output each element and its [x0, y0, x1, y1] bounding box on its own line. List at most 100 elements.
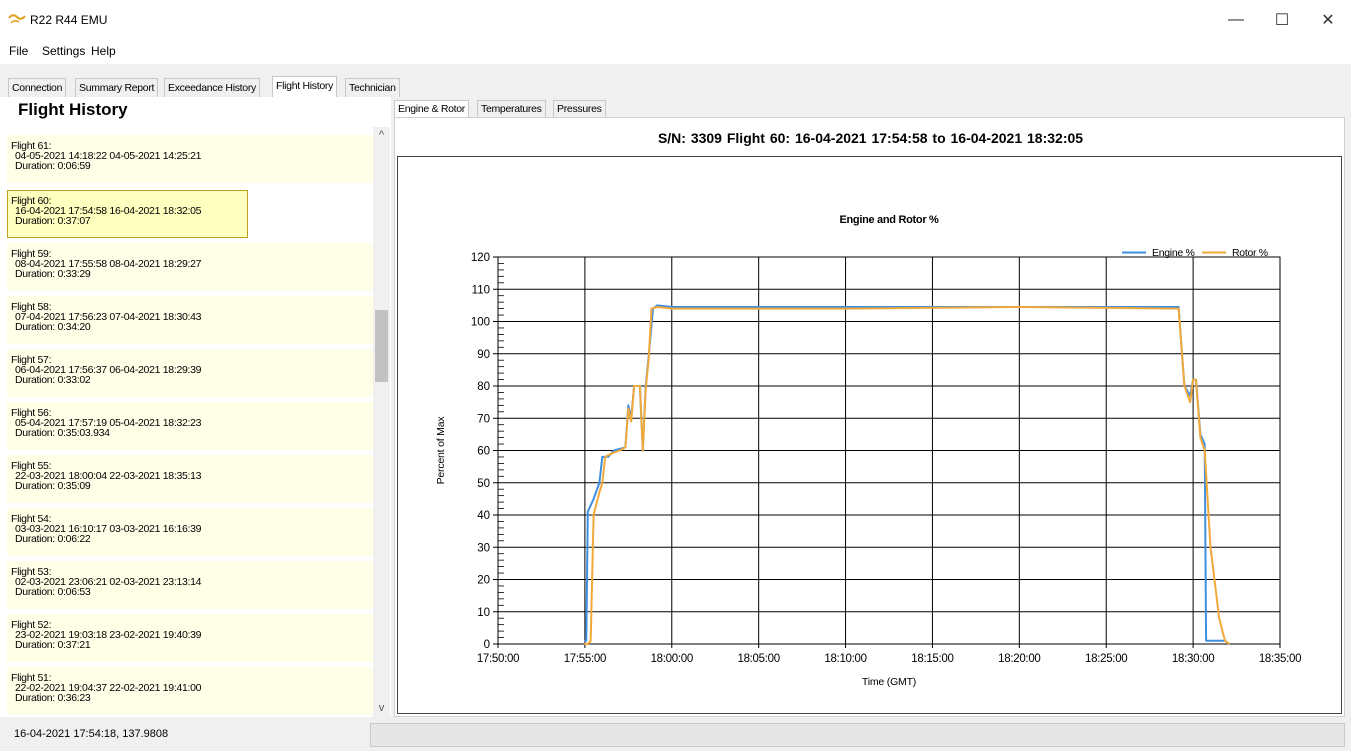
menu-help[interactable]: Help: [91, 44, 116, 58]
chart-panel: S/N: 3309 Flight 60: 16-04-2021 17:54:58…: [394, 117, 1345, 717]
y-tick-label: 30: [477, 542, 490, 554]
flight-info-header: S/N: 3309 Flight 60: 16-04-2021 17:54:58…: [657, 130, 1084, 146]
flight-times: 06-04-2021 17:56:37 06-04-2021 18:29:39: [15, 364, 202, 376]
flight-label: Flight 59:: [11, 248, 52, 260]
y-tick-label: 120: [471, 252, 490, 264]
scroll-up-arrow-icon[interactable]: ^: [378, 129, 385, 141]
window-title: R22 R44 EMU: [30, 13, 108, 27]
app-logo-icon: [8, 14, 26, 24]
x-tick-label: 18:35:00: [1259, 653, 1301, 665]
tab-flight-history[interactable]: Flight History: [272, 76, 338, 98]
y-tick-label: 40: [477, 510, 490, 522]
flight-list-scrollbar[interactable]: ^ v: [373, 127, 390, 717]
flight-label: Flight 51:: [11, 672, 52, 684]
flight-item-52[interactable]: Flight 52: 23-02-2021 19:03:18 23-02-202…: [7, 614, 373, 662]
flight-duration: Duration: 0:06:59: [15, 160, 91, 172]
flight-label: Flight 57:: [11, 354, 52, 366]
chart-container: Engine and Rotor % 17:50:00 17:55:00 18:00:…: [397, 156, 1342, 714]
flight-item-55[interactable]: Flight 55: 22-03-2021 18:00:04 22-03-202…: [7, 455, 373, 503]
flight-duration: Duration: 0:06:22: [15, 533, 91, 545]
legend-label-rotor: Rotor %: [1232, 247, 1268, 259]
menu-bar: File Settings Help: [0, 40, 1351, 64]
x-tick-label: 18:30:00: [1172, 653, 1214, 665]
flight-label: Flight 56:: [11, 407, 52, 419]
flight-item-57[interactable]: Flight 57: 06-04-2021 17:56:37 06-04-202…: [7, 349, 373, 397]
flight-label: Flight 55:: [11, 460, 52, 472]
maximize-button[interactable]: ☐: [1259, 0, 1305, 40]
flight-duration: Duration: 0:37:21: [15, 639, 91, 651]
y-axis-label: Percent of Max: [435, 416, 447, 485]
x-tick-label: 18:10:00: [824, 653, 866, 665]
scroll-thumb[interactable]: [375, 310, 388, 382]
flight-duration: Duration: 0:35:03.934: [15, 427, 110, 439]
x-axis-label: Time (GMT): [862, 676, 916, 688]
subtab-temperatures[interactable]: Temperatures: [477, 100, 546, 117]
flight-duration: Duration: 0:33:29: [15, 268, 91, 280]
flight-item-51[interactable]: Flight 51: 22-02-2021 19:04:37 22-02-202…: [7, 667, 373, 715]
flight-item-60[interactable]: Flight 60: 16-04-2021 17:54:58 16-04-202…: [7, 190, 248, 238]
flight-item-61[interactable]: Flight 61: 04-05-2021 14:18:22 04-05-202…: [7, 135, 373, 183]
flight-times: 07-04-2021 17:56:23 07-04-2021 18:30:43: [15, 311, 202, 323]
flight-times: 22-02-2021 19:04:37 22-02-2021 19:41:00: [15, 682, 202, 694]
y-tick-label: 80: [477, 381, 490, 393]
menu-settings[interactable]: Settings: [42, 44, 86, 58]
flight-duration: Duration: 0:36:23: [15, 692, 91, 704]
flight-item-58[interactable]: Flight 58: 07-04-2021 17:56:23 07-04-202…: [7, 296, 373, 344]
x-tick-label: 18:00:00: [651, 653, 693, 665]
x-tick-label: 18:25:00: [1085, 653, 1127, 665]
menu-file[interactable]: File: [9, 44, 29, 58]
flight-times: 16-04-2021 17:54:58 16-04-2021 18:32:05: [15, 205, 202, 217]
title-bar: R22 R44 EMU — ☐ ✕: [0, 0, 1351, 40]
tab-summary-report[interactable]: Summary Report: [75, 78, 159, 97]
flight-label: Flight 60:: [11, 195, 52, 207]
maximize-icon: ☐: [1274, 12, 1290, 29]
y-tick-label: 110: [472, 284, 490, 296]
x-tick-label: 18:20:00: [998, 653, 1040, 665]
y-tick-label: 10: [477, 607, 490, 619]
flight-times: 23-02-2021 19:03:18 23-02-2021 19:40:39: [15, 629, 202, 641]
y-tick-label: 70: [477, 413, 490, 425]
subtab-engine-rotor[interactable]: Engine & Rotor: [394, 100, 470, 117]
flight-times: 02-03-2021 23:06:21 02-03-2021 23:13:14: [15, 576, 202, 588]
tab-technician[interactable]: Technician: [345, 78, 400, 97]
panel-title: Flight History: [18, 100, 128, 119]
flight-label: Flight 52:: [11, 619, 52, 631]
flight-times: 22-03-2021 18:00:04 22-03-2021 18:35:13: [15, 470, 202, 482]
x-tick-label: 18:05:00: [737, 653, 779, 665]
flight-duration: Duration: 0:33:02: [15, 374, 91, 386]
flight-item-53[interactable]: Flight 53: 02-03-2021 23:06:21 02-03-202…: [7, 561, 373, 609]
flight-item-56[interactable]: Flight 56: 05-04-2021 17:57:19 05-04-202…: [7, 402, 373, 450]
flight-duration: Duration: 0:06:53: [15, 586, 91, 598]
x-tick-label: 17:50:00: [477, 653, 519, 665]
flight-times: 05-04-2021 17:57:19 05-04-2021 18:32:23: [15, 417, 202, 429]
series-line-engine: [584, 304, 1227, 642]
scroll-down-arrow-icon[interactable]: v: [378, 702, 385, 714]
tab-connection[interactable]: Connection: [8, 78, 67, 97]
flight-history-panel: Flight History Flight 61: 04-05-2021 14:…: [0, 97, 391, 717]
flight-label: Flight 58:: [11, 301, 52, 313]
close-button[interactable]: ✕: [1305, 0, 1351, 40]
flight-times: 03-03-2021 16:10:17 03-03-2021 16:16:39: [15, 523, 202, 535]
tab-exceedance-history[interactable]: Exceedance History: [164, 78, 260, 97]
y-tick-label: 90: [477, 349, 490, 361]
legend-label-engine: Engine %: [1152, 247, 1195, 259]
flight-duration: Duration: 0:35:09: [15, 480, 91, 492]
subtab-pressures[interactable]: Pressures: [553, 100, 606, 117]
flight-list: Flight 61: 04-05-2021 14:18:22 04-05-202…: [7, 135, 373, 715]
y-tick-label: 50: [477, 478, 490, 490]
minimize-icon: —: [1228, 11, 1244, 28]
close-icon: ✕: [1321, 12, 1335, 29]
y-tick-label: 60: [477, 446, 490, 458]
series-line-rotor: [584, 306, 1230, 645]
flight-duration: Duration: 0:37:07: [15, 215, 91, 227]
flight-times: 08-04-2021 17:55:58 08-04-2021 18:29:27: [15, 258, 202, 270]
status-text: 16-04-2021 17:54:18, 137.9808: [14, 728, 169, 740]
flight-item-59[interactable]: Flight 59: 08-04-2021 17:55:58 08-04-202…: [7, 243, 373, 291]
flight-duration: Duration: 0:34:20: [15, 321, 91, 333]
y-tick-label: 0: [484, 639, 490, 651]
minimize-button[interactable]: —: [1213, 0, 1259, 40]
flight-label: Flight 53:: [11, 566, 52, 578]
flight-label: Flight 54:: [11, 513, 52, 525]
chart-title: Engine and Rotor %: [839, 214, 939, 226]
flight-item-54[interactable]: Flight 54: 03-03-2021 16:10:17 03-03-202…: [7, 508, 373, 556]
